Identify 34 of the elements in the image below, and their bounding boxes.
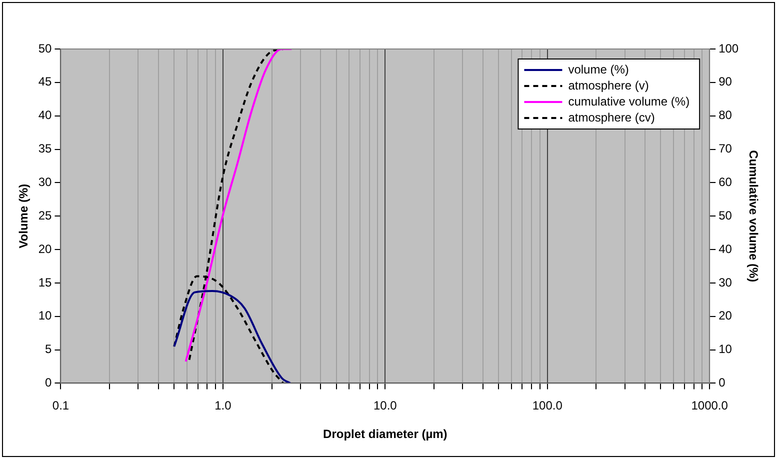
y2-tick-label: 30 [718, 275, 732, 290]
legend-label: atmosphere (cv) [568, 110, 655, 124]
y-tick-label: 0 [45, 376, 52, 390]
legend-label: volume (%) [568, 62, 629, 76]
y-tick-label: 50 [38, 41, 52, 56]
y2-tick-label: 20 [718, 308, 732, 323]
y-tick-label: 30 [38, 174, 52, 189]
y2-tick-label: 40 [718, 242, 732, 256]
y2-tick-label: 90 [718, 74, 732, 89]
y-tick-label: 40 [38, 108, 52, 122]
y2-tick-label: 10 [718, 342, 732, 356]
y2-tick-label: 80 [718, 108, 732, 122]
y-axis-title: Volume (%) [16, 184, 31, 248]
y2-axis-title: Cumulative volume (%) [746, 150, 760, 282]
y2-tick-label: 50 [718, 208, 732, 222]
x-axis-title: Droplet diameter (µm) [323, 427, 448, 442]
y2-tick-label: 0 [718, 376, 726, 390]
x-tick-label: 100.0 [532, 398, 563, 413]
y-tick-label: 15 [38, 275, 52, 290]
y2-tick-label: 60 [718, 174, 732, 189]
y-tick-label: 35 [38, 142, 52, 156]
x-tick-label: 0.1 [52, 398, 70, 413]
y-tick-label: 5 [45, 342, 52, 356]
y2-tick-label: 100 [718, 41, 739, 56]
x-tick-label: 10.0 [373, 398, 398, 413]
legend-label: cumulative volume (%) [568, 94, 690, 108]
y-tick-label: 10 [38, 308, 52, 323]
x-tick-label: 1.0 [214, 398, 232, 413]
legend-label: atmosphere (v) [568, 78, 649, 92]
y-tick-label: 25 [38, 208, 52, 222]
x-tick-label: 1000.0 [691, 398, 728, 413]
y-tick-label: 45 [38, 74, 52, 89]
y2-tick-label: 70 [718, 142, 732, 156]
y-tick-label: 20 [38, 242, 52, 256]
